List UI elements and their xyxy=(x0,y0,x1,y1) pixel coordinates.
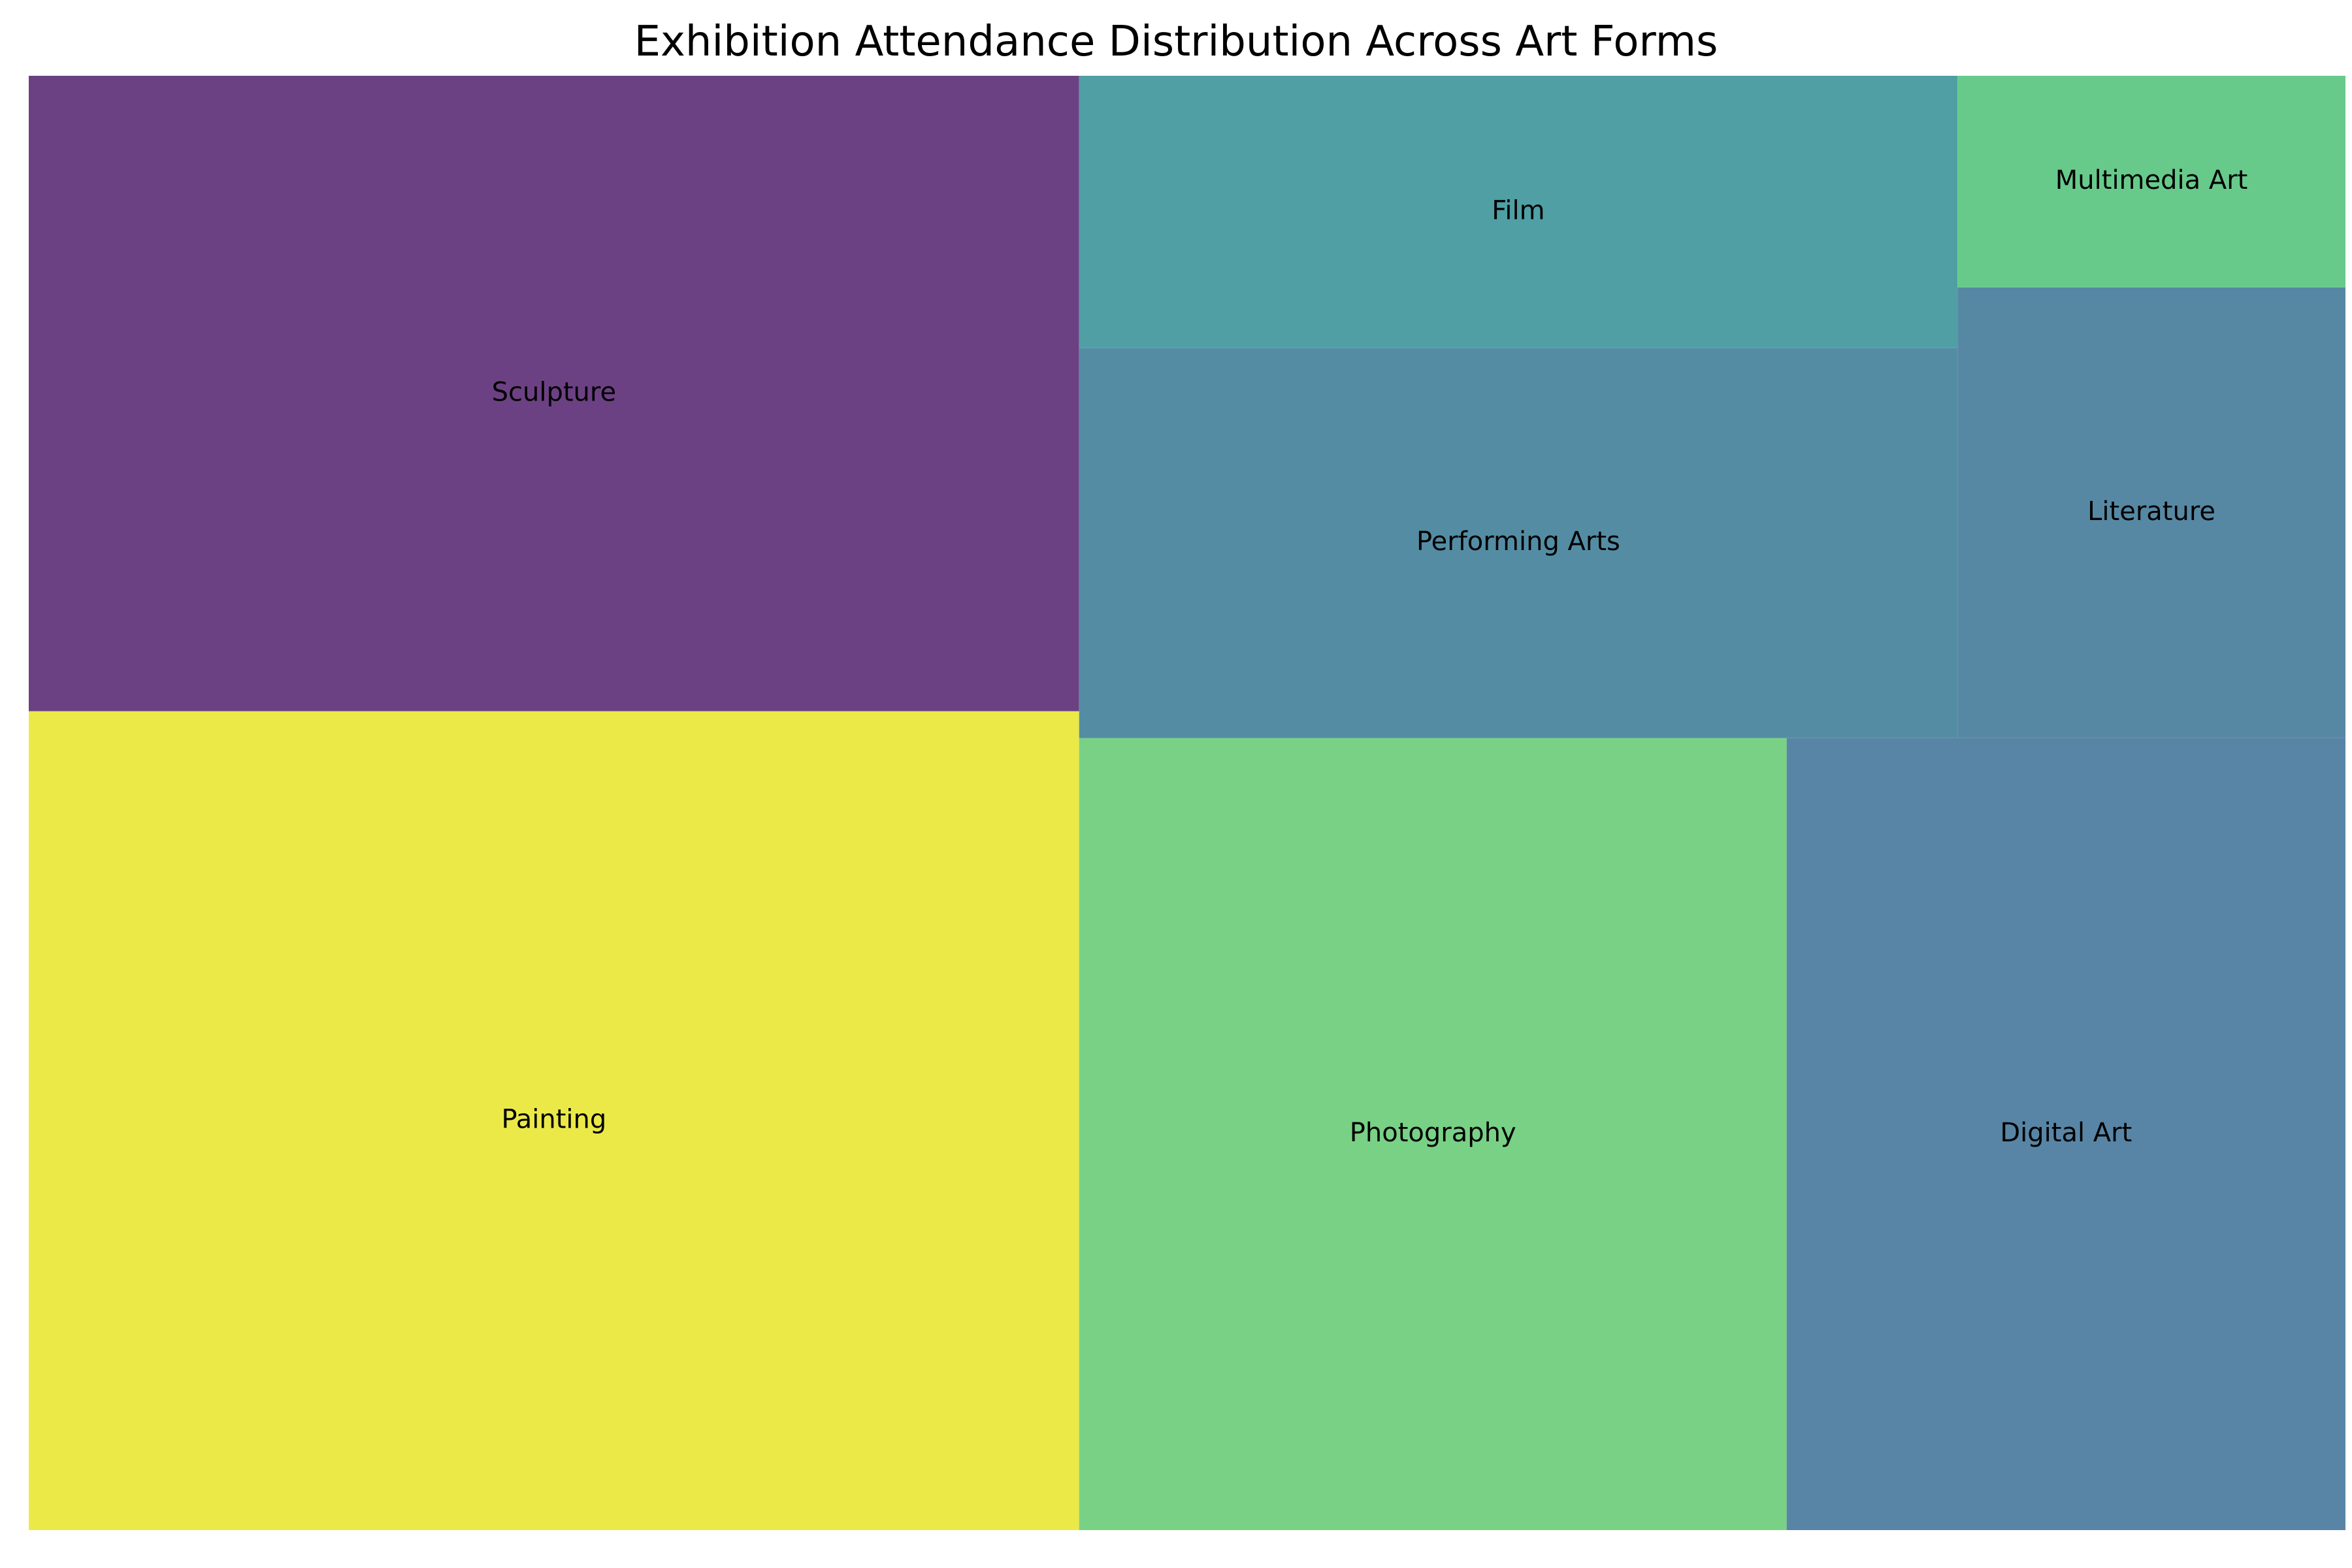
tile-performing-arts: Performing Arts xyxy=(1079,348,1958,738)
tile-rect-literature xyxy=(1957,287,2345,738)
tile-label-performing-arts: Performing Arts xyxy=(1416,527,1620,557)
tile-rect-film xyxy=(1079,76,1958,348)
tile-literature: Literature xyxy=(1957,287,2345,738)
tile-multimedia-art: Multimedia Art xyxy=(1957,76,2345,287)
tile-label-painting: Painting xyxy=(501,1104,606,1134)
tile-rect-multimedia-art xyxy=(1957,76,2345,287)
tile-label-multimedia-art: Multimedia Art xyxy=(2055,165,2248,195)
tile-label-sculpture: Sculpture xyxy=(492,377,616,407)
tile-label-film: Film xyxy=(1492,195,1544,225)
tile-rect-sculpture xyxy=(29,76,1079,711)
tile-digital-art: Digital Art xyxy=(1786,738,2345,1530)
tile-sculpture: Sculpture xyxy=(29,76,1079,711)
tile-rect-photography xyxy=(1079,738,1787,1530)
tile-label-photography: Photography xyxy=(1350,1118,1516,1148)
tile-rect-performing-arts xyxy=(1079,348,1958,738)
tile-label-literature: Literature xyxy=(2087,497,2215,527)
tile-rect-digital-art xyxy=(1786,738,2345,1530)
tile-label-digital-art: Digital Art xyxy=(2000,1118,2132,1148)
tile-rect-painting xyxy=(29,711,1079,1530)
tile-film: Film xyxy=(1079,76,1958,348)
chart-title: Exhibition Attendance Distribution Acros… xyxy=(634,18,1718,66)
tile-painting: Painting xyxy=(29,711,1079,1530)
tile-photography: Photography xyxy=(1079,738,1787,1530)
